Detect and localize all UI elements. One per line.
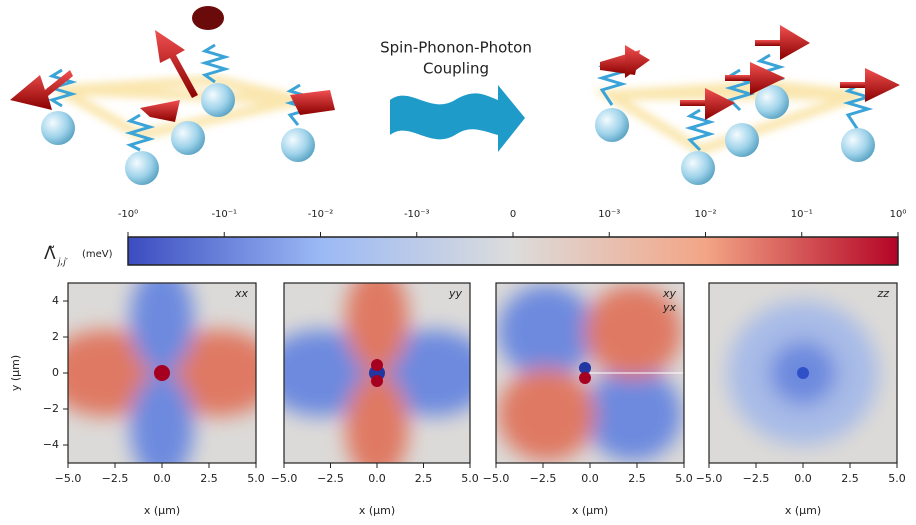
panel-label: yx	[662, 301, 677, 314]
x-tick-label: 5.0	[888, 472, 906, 485]
y-tick-label: 2	[52, 330, 59, 343]
x-tick-label: −5.0	[55, 472, 82, 485]
x-axis-label: x (μm)	[144, 504, 180, 517]
figure: Spin-Phonon-Photon Coupling Λ̃ j,j′ (meV…	[0, 0, 916, 521]
x-tick-label: 5.0	[247, 472, 265, 485]
x-tick-label: 0.0	[153, 472, 171, 485]
core	[579, 372, 591, 384]
panel-label: xx	[234, 287, 249, 300]
x-tick-label: 2.5	[841, 472, 859, 485]
heatmap	[496, 283, 684, 463]
colorbar-tick-label: 10⁻¹	[791, 209, 813, 220]
colorbar-tick-label: 10⁰	[890, 209, 907, 220]
caption: Spin-Phonon-Photon	[380, 39, 532, 57]
y-tick-label: 4	[52, 294, 59, 307]
x-tick-label: −2.5	[530, 472, 557, 485]
x-tick-label: 2.5	[628, 472, 646, 485]
y-tick-label: −2	[43, 402, 59, 415]
y-tick-label: −4	[43, 438, 59, 451]
x-tick-label: −5.0	[271, 472, 298, 485]
colorbar-tick-label: 10⁻³	[598, 209, 620, 220]
colorbar-tick-label: -10⁻²	[308, 209, 334, 220]
panel-label: zz	[876, 287, 889, 300]
colorbar: Λ̃ j,j′ (meV)	[44, 244, 113, 268]
heatmap	[709, 283, 897, 463]
core	[371, 375, 383, 387]
colorbar-subscript: j,j′	[56, 258, 68, 268]
colorbar-tick-label: -10⁻³	[404, 209, 430, 220]
x-tick-label: 0.0	[794, 472, 812, 485]
colorbar-tick-label: -10⁻¹	[211, 209, 237, 220]
lobe	[130, 265, 194, 373]
panel-label: yy	[448, 287, 463, 300]
core	[371, 359, 383, 371]
x-tick-label: −2.5	[317, 472, 344, 485]
x-axis-label: x (μm)	[359, 504, 395, 517]
colorbar-tick-label: 10⁻²	[694, 209, 716, 220]
lobe	[584, 368, 682, 462]
colorbar-tick-label: 0	[510, 209, 516, 220]
x-axis-label: x (μm)	[572, 504, 608, 517]
y-axis-label: y (μm)	[9, 355, 22, 391]
core	[797, 367, 809, 379]
caption: Coupling	[423, 60, 489, 78]
illustration: Spin-Phonon-Photon Coupling	[10, 6, 900, 185]
colorbar-symbol: Λ̃	[44, 244, 56, 264]
x-tick-label: 5.0	[675, 472, 693, 485]
colorbar-unit: (meV)	[82, 249, 113, 260]
colorbar-fill	[128, 237, 898, 265]
x-tick-label: 0.0	[368, 472, 386, 485]
x-tick-label: −2.5	[102, 472, 129, 485]
y-tick-label: 0	[52, 366, 59, 379]
x-tick-label: −5.0	[696, 472, 723, 485]
x-tick-label: 0.0	[581, 472, 599, 485]
x-axis-label: x (μm)	[785, 504, 821, 517]
colorbar-tick-label: -10⁰	[118, 209, 138, 220]
lobe	[345, 265, 408, 373]
x-tick-label: 2.5	[200, 472, 218, 485]
x-tick-label: −2.5	[743, 472, 770, 485]
x-tick-label: 2.5	[415, 472, 433, 485]
panel-label: xy	[662, 287, 677, 300]
x-tick-label: 5.0	[461, 472, 479, 485]
x-tick-label: −5.0	[483, 472, 510, 485]
